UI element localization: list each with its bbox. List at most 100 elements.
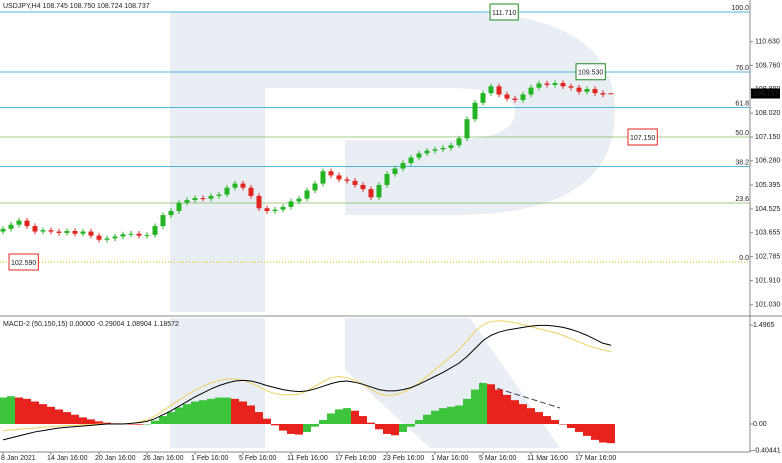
histogram-bar: [287, 423, 295, 434]
candle-body: [16, 220, 22, 225]
candle-body: [560, 82, 566, 87]
histogram-bar: [71, 414, 79, 424]
price-label: 109.530: [578, 70, 603, 77]
histogram-bar: [375, 423, 383, 430]
histogram-bar: [247, 405, 255, 424]
x-tick-label: 23 Feb 16:00: [383, 455, 424, 462]
candle-body: [544, 83, 550, 85]
candle-body: [296, 198, 302, 202]
indicator-title: MACD-2 (50,150,15) 0.00000 -0.29004 1.08…: [3, 321, 179, 328]
candle-body: [600, 93, 606, 95]
candle-body: [504, 94, 510, 99]
histogram-bar: [167, 412, 175, 424]
histogram-bar: [407, 423, 415, 427]
candle-body: [320, 171, 326, 184]
candle-body: [80, 231, 86, 234]
x-tick-label: 1 Mar 16:00: [431, 455, 468, 462]
candle-body: [304, 190, 310, 199]
candle-body: [344, 179, 350, 181]
candle-body: [224, 187, 230, 195]
candle-body: [112, 236, 118, 239]
histogram-bar: [63, 412, 71, 424]
candle-body: [0, 228, 6, 232]
y-tick-label: 102.785: [755, 253, 780, 260]
candle-body: [352, 180, 358, 185]
macd-line: [2, 324, 612, 441]
histogram-bar: [207, 398, 215, 424]
histogram-bar: [343, 408, 351, 424]
candle-body: [368, 189, 374, 198]
fib-level-label: 61.8: [735, 100, 749, 107]
fib-level-label: 50.0: [735, 130, 749, 137]
histogram-bar: [135, 423, 143, 425]
candle-body: [200, 198, 206, 200]
candle-body: [72, 231, 78, 234]
histogram-bar: [215, 397, 223, 424]
histogram-bar: [143, 423, 151, 425]
histogram-bar: [23, 398, 31, 424]
candle-body: [488, 86, 494, 94]
fib-level-label: 23.6: [735, 196, 749, 203]
y-tick-label: 101.030: [755, 302, 780, 309]
candle-body: [520, 94, 526, 100]
candle-body: [536, 83, 542, 88]
candle-body: [568, 86, 574, 88]
x-tick-label: 1 Feb 16:00: [191, 455, 228, 462]
candle-body: [128, 233, 134, 235]
candle-body: [424, 150, 430, 154]
price-label: 111.710: [492, 10, 516, 17]
watermark-stem-lower: [170, 318, 265, 448]
chart-title: USDJPY,H4 108.745 108.750 108.724 108.73…: [3, 3, 150, 10]
histogram-bar: [231, 398, 239, 424]
x-tick-label: 17 Mar 16:00: [575, 455, 616, 462]
histogram-bar: [151, 420, 159, 424]
candle-body: [288, 201, 294, 207]
fib-level-label: 0.0: [739, 255, 749, 262]
histogram-bar: [255, 412, 263, 424]
watermark: [170, 12, 615, 448]
watermark-bowl: [265, 12, 615, 215]
fib-level-label: 76.0: [735, 65, 749, 72]
candle-body: [216, 194, 222, 196]
histogram-bar: [159, 416, 167, 424]
histogram-bar: [55, 409, 63, 424]
fib-level-label: 38.2: [735, 159, 749, 166]
y-tick-label: 0.00: [753, 421, 767, 428]
candle-body: [456, 138, 462, 146]
candle-body: [264, 208, 270, 212]
candle-body: [88, 231, 94, 236]
histogram-bar: [95, 421, 103, 424]
candle-body: [400, 163, 406, 169]
y-tick-label: 109.760: [755, 62, 780, 69]
x-tick-label: 20 Jan 16:00: [95, 455, 136, 462]
candle-body: [184, 200, 190, 203]
histogram-bar: [543, 416, 551, 424]
candle-body: [208, 195, 214, 199]
y-tick-label: 110.630: [755, 38, 780, 45]
y-tick-label: 1.4965: [753, 322, 775, 329]
histogram-bar: [575, 423, 583, 432]
price-label: 102.590: [11, 260, 36, 267]
last-price-box: [751, 88, 780, 99]
histogram-bar: [383, 423, 391, 434]
histogram-bar: [175, 407, 183, 424]
candle-body: [48, 230, 54, 232]
histogram-bar: [191, 401, 199, 424]
candle-body: [512, 98, 518, 100]
histogram-bar: [583, 423, 591, 436]
histogram-bar: [535, 412, 543, 424]
candle-body: [120, 234, 126, 237]
x-tick-label: 11 Mar 16:00: [527, 455, 568, 462]
fib-level-label: 100.0: [731, 5, 749, 12]
candle-body: [432, 149, 438, 151]
candle-body: [8, 224, 14, 229]
price-label-box: [575, 63, 606, 81]
histogram-bar: [439, 408, 447, 424]
candle-body: [160, 215, 166, 227]
x-tick-label: 8 Jan 2021: [1, 455, 36, 462]
histogram-bar: [263, 418, 271, 424]
histogram-bar: [519, 404, 527, 424]
price-label-box: [8, 253, 39, 271]
candle-body: [592, 89, 598, 94]
